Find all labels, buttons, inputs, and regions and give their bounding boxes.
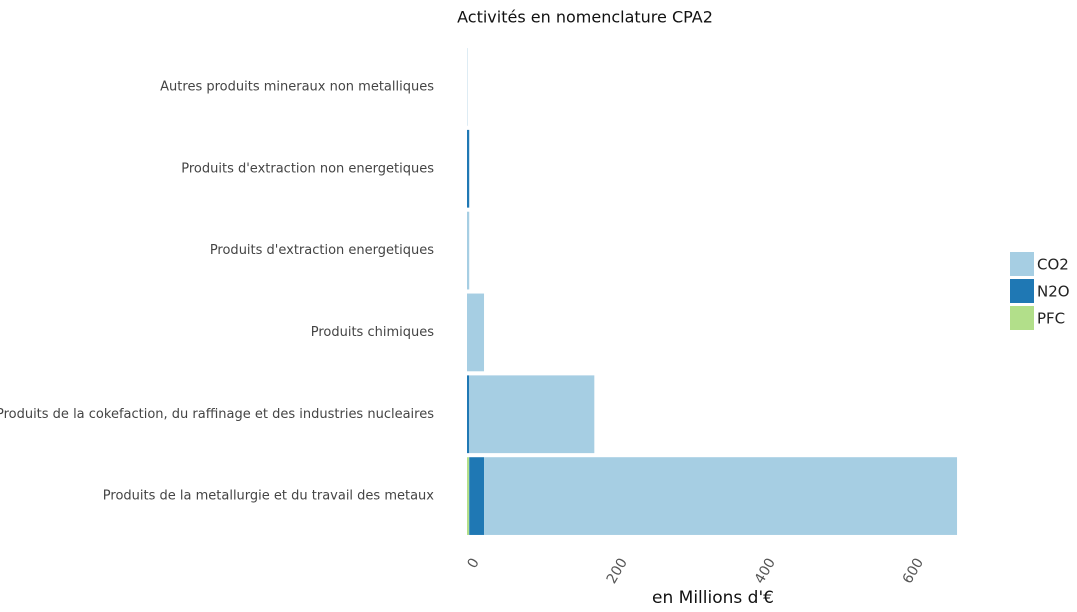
bar-segment	[467, 129, 470, 208]
bar-segment	[484, 457, 958, 535]
bar-segment	[467, 293, 485, 372]
legend-swatch	[1010, 252, 1034, 276]
bar-segment	[469, 375, 595, 454]
chart-title: Activités en nomenclature CPA2	[457, 8, 713, 27]
x-axis-title: en Millions d'€	[652, 588, 774, 608]
bar-segment	[467, 375, 470, 454]
y-tick-label: Produits de la metallurgie et du travail…	[103, 489, 435, 504]
y-tick-label: Produits d'extraction non energetiques	[181, 161, 434, 176]
legend-label: PFC	[1037, 310, 1065, 328]
x-tick-label: 400	[752, 555, 779, 586]
bar-segment	[469, 457, 485, 535]
bar-segment	[467, 457, 470, 535]
x-tick-label: 0	[465, 555, 483, 571]
legend-swatch	[1010, 306, 1034, 330]
x-tick-label: 600	[900, 555, 927, 586]
legend-swatch	[1010, 279, 1034, 303]
y-tick-label: Produits chimiques	[311, 325, 434, 340]
legend-label: CO2	[1037, 256, 1069, 274]
y-tick-label: Produits de la cokefaction, du raffinage…	[0, 407, 434, 422]
y-tick-label: Autres produits mineraux non metalliques	[160, 79, 434, 94]
y-tick-label: Produits d'extraction energetiques	[210, 243, 434, 258]
legend-label: N2O	[1037, 283, 1070, 301]
bar-segment	[467, 211, 470, 290]
x-tick-label: 200	[604, 555, 631, 586]
